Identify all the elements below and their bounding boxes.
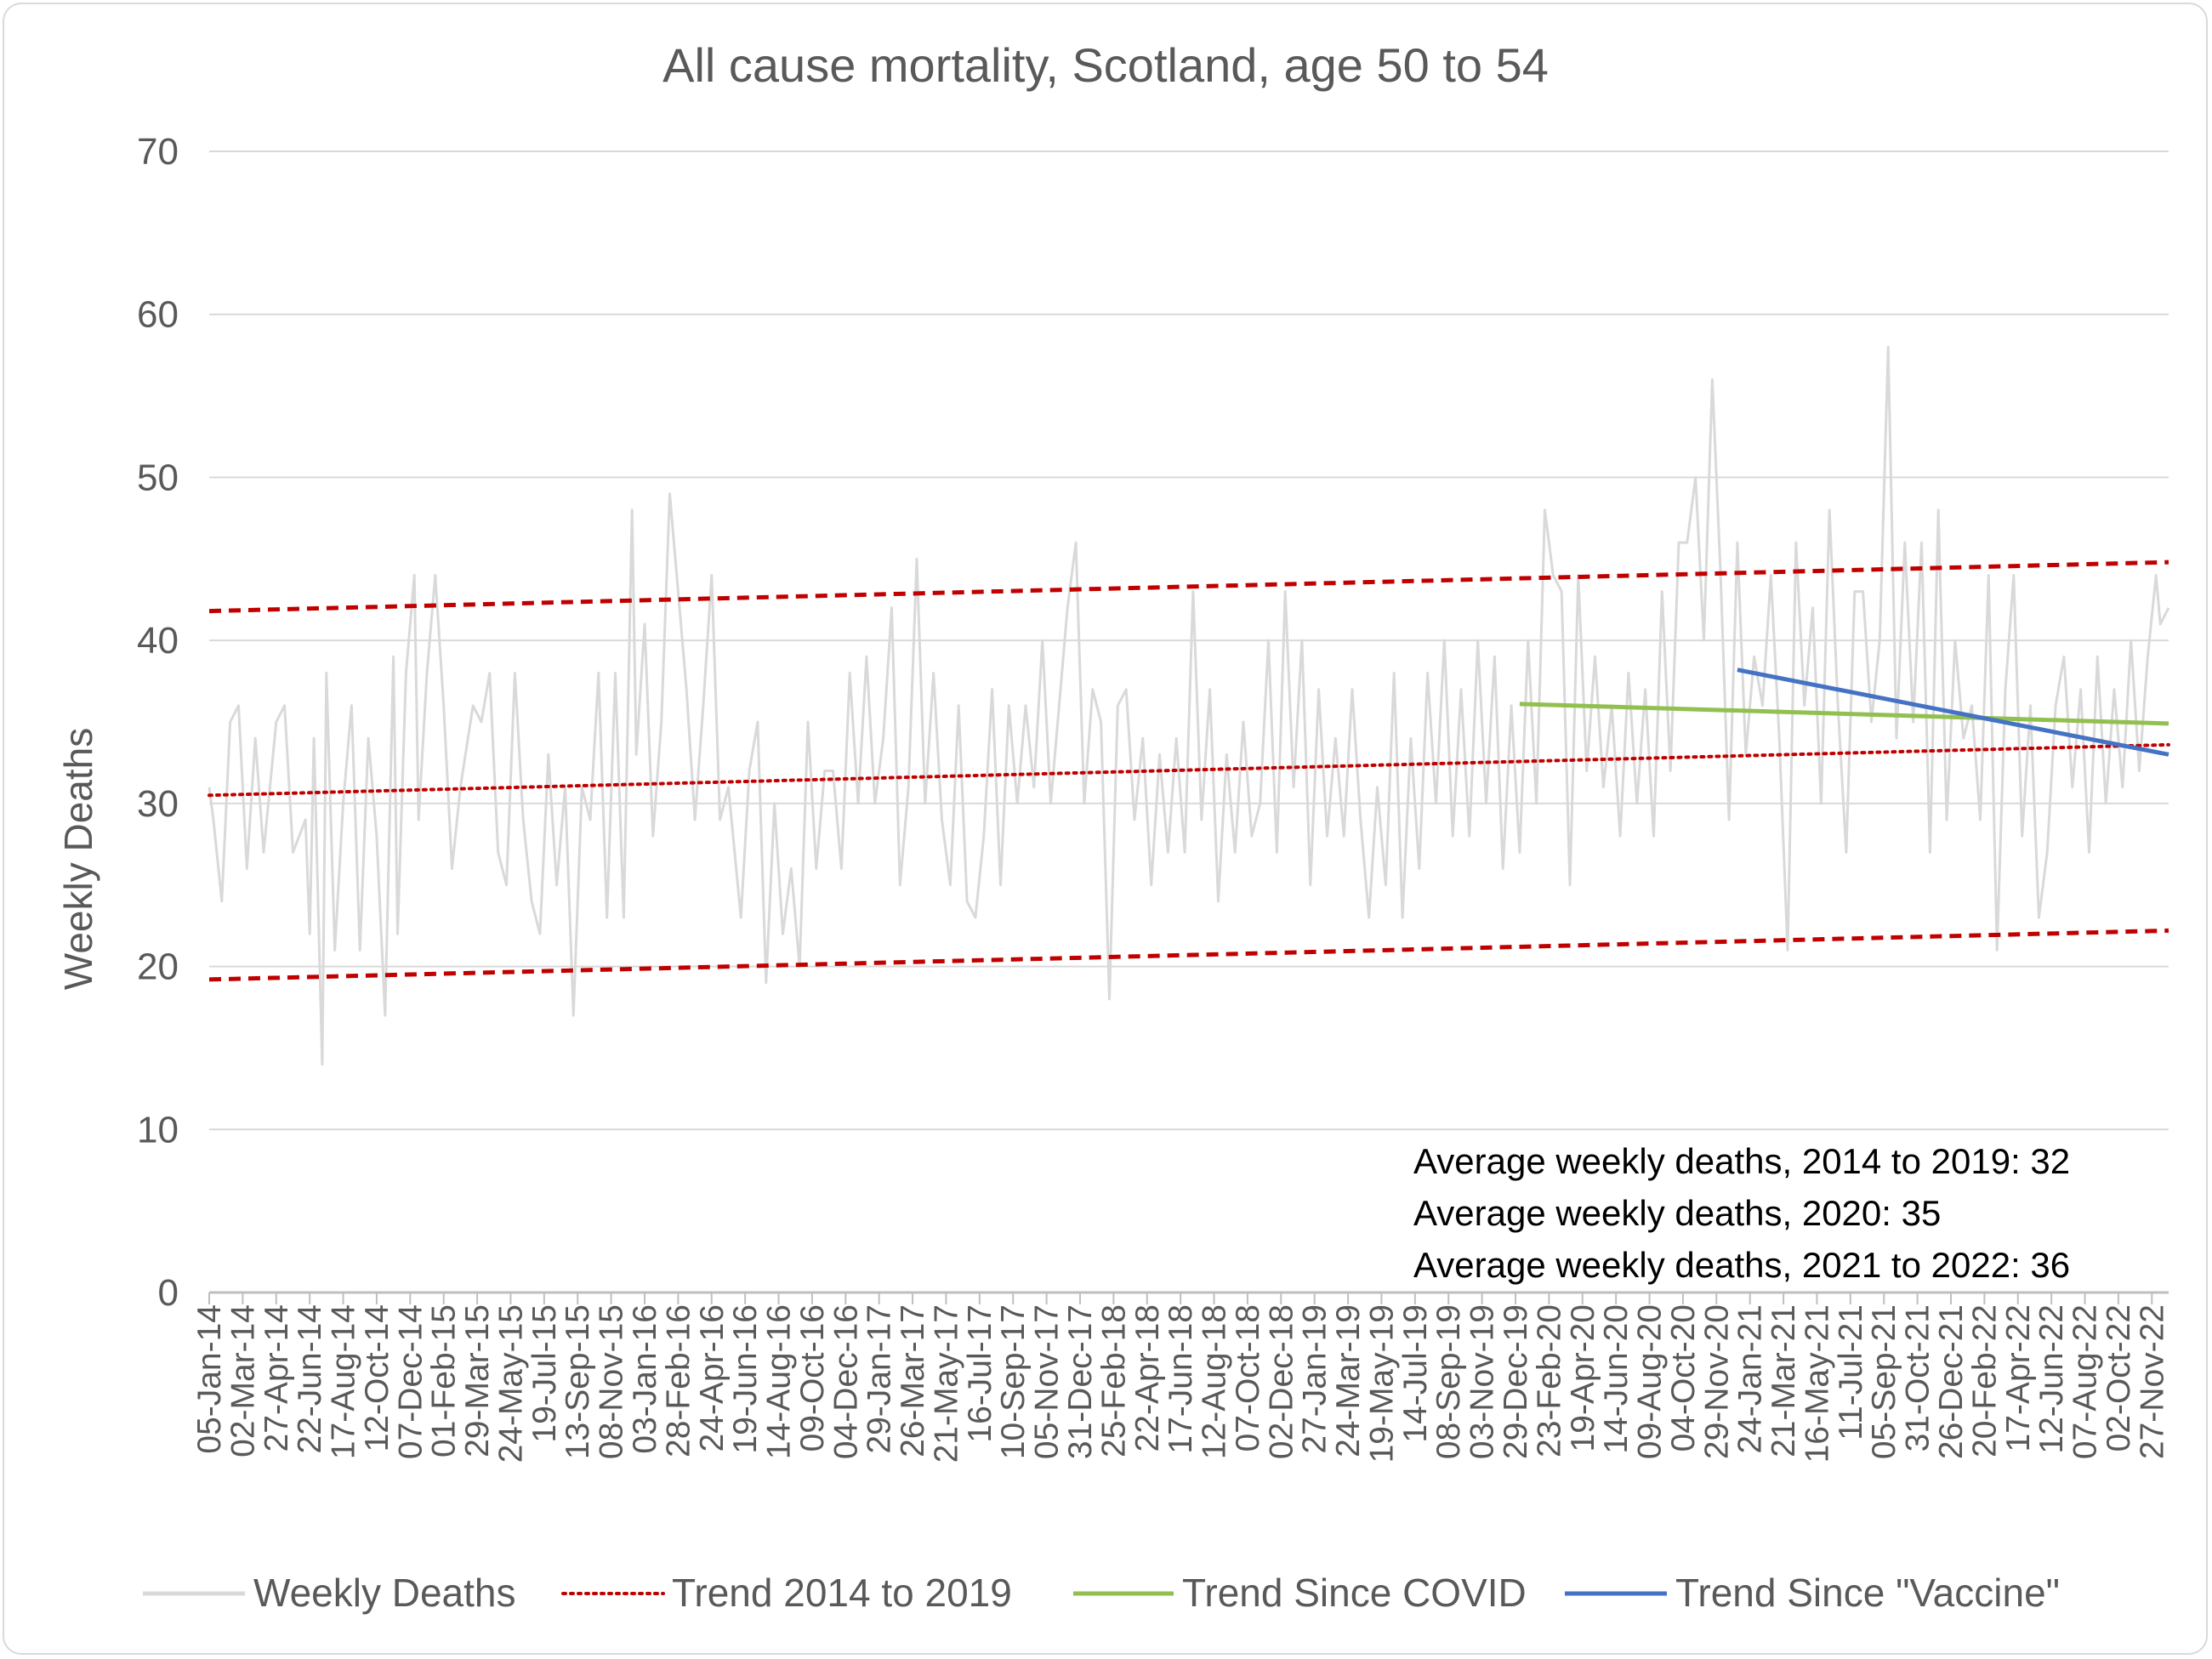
x-tick-label: 19-Jul-15: [526, 1304, 563, 1443]
x-tick-label: 05-Sep-21: [1866, 1304, 1902, 1459]
x-tick-label: 19-Apr-20: [1565, 1304, 1601, 1452]
annotation-text: Average weekly deaths, 2014 to 2019: 32: [1413, 1141, 2070, 1181]
x-tick-label: 27-Jan-19: [1297, 1304, 1333, 1454]
x-tick-label: 17-Apr-22: [2000, 1304, 2037, 1452]
x-tick-label: 17-Jun-18: [1163, 1304, 1199, 1454]
y-tick-label: 60: [137, 294, 179, 336]
y-axis-label: Weekly Deaths: [56, 728, 100, 991]
x-tick-label: 22-Apr-18: [1129, 1304, 1166, 1452]
x-tick-label: 14-Jul-19: [1397, 1304, 1434, 1443]
x-tick-label: 29-Nov-20: [1698, 1304, 1735, 1459]
x-tick-label: 16-Jul-17: [962, 1304, 998, 1443]
x-tick-label: 28-Feb-16: [660, 1304, 697, 1457]
lower-band-line: [208, 928, 2169, 982]
x-tick-label: 08-Sep-19: [1430, 1304, 1467, 1459]
x-tick-label: 12-Jun-22: [2033, 1304, 2070, 1454]
trend-since-vaccine-line: [1737, 668, 2169, 757]
x-tick-label: 26-Dec-21: [1933, 1304, 1970, 1459]
x-tick-label: 25-Feb-18: [1095, 1304, 1132, 1457]
x-tick-label: 29-Jan-17: [861, 1304, 898, 1454]
x-tick-label: 11-Jul-21: [1833, 1304, 1869, 1440]
annotation-text: Average weekly deaths, 2021 to 2022: 36: [1413, 1245, 2070, 1285]
legend-trend-since-covid-label: Trend Since COVID: [1182, 1571, 1527, 1615]
x-tick-label: 14-Aug-16: [761, 1304, 798, 1459]
x-tick-label: 03-Nov-19: [1464, 1304, 1501, 1459]
x-tick-label: 01-Feb-15: [426, 1304, 463, 1457]
x-tick-label: 23-Feb-20: [1531, 1304, 1567, 1457]
x-tick-label: 10-Sep-17: [995, 1304, 1032, 1459]
x-tick-label: 27-Apr-14: [259, 1304, 295, 1452]
y-tick-label: 20: [137, 946, 179, 988]
y-tick-labels: 0 10 20 30 40 50 60 70: [137, 131, 179, 1314]
x-tick-label: 16-May-21: [1799, 1304, 1835, 1463]
x-tick-label: 31-Oct-21: [1900, 1304, 1936, 1452]
x-tick-label: 22-Jun-14: [292, 1304, 328, 1454]
x-tick-label: 21-Mar-21: [1766, 1304, 1802, 1457]
x-tick-label: 13-Sep-15: [560, 1304, 596, 1459]
y-tick-label: 40: [137, 620, 179, 662]
y-tick-label: 10: [137, 1109, 179, 1151]
x-tick-label: 07-Dec-14: [392, 1304, 429, 1459]
gridlines: [209, 151, 2169, 1294]
upper-band-line: [208, 560, 2169, 614]
x-tick-label: 07-Aug-22: [2067, 1304, 2104, 1459]
x-tick-label: 24-Mar-19: [1330, 1304, 1367, 1457]
annotation-text: Average weekly deaths, 2020: 35: [1413, 1193, 1941, 1233]
x-tick-label: 20-Feb-22: [1966, 1304, 2003, 1457]
x-tick-label: 02-Mar-14: [225, 1304, 261, 1457]
x-tick-label: 12-Aug-18: [1197, 1304, 1233, 1459]
y-tick-label: 70: [137, 131, 179, 173]
legend: Weekly Deaths Trend 2014 to 2019 Trend Sin…: [143, 1571, 2060, 1615]
weekly-deaths-line: [208, 345, 2170, 1066]
legend-weekly-deaths-label: Weekly Deaths: [253, 1571, 516, 1615]
chart-title: All cause mortality, Scotland, age 50 to…: [662, 38, 1549, 92]
annotations: Average weekly deaths, 2014 to 2019: 32 A…: [1413, 1141, 2070, 1285]
x-tick-label: 09-Oct-16: [794, 1304, 831, 1452]
x-tick-label: 24-May-15: [492, 1304, 529, 1463]
x-tick-label: 08-Nov-15: [594, 1304, 630, 1459]
x-tick-label: 09-Aug-20: [1632, 1304, 1669, 1459]
plot-area: [208, 345, 2170, 1066]
x-tick-label: 04-Oct-20: [1665, 1304, 1702, 1452]
trend-2014-2019-line: [208, 742, 2170, 798]
x-tick-label: 26-Mar-17: [895, 1304, 931, 1457]
x-tick-label: 27-Nov-22: [2134, 1304, 2170, 1459]
y-tick-label: 0: [158, 1272, 179, 1314]
x-tick-label: 19-Jun-16: [727, 1304, 764, 1454]
legend-trend-2014-2019-label: Trend 2014 to 2019: [672, 1571, 1012, 1615]
x-tick-label: 24-Jan-21: [1732, 1304, 1769, 1454]
y-tick-label: 50: [137, 457, 179, 498]
x-tick-label: 21-May-17: [928, 1304, 964, 1463]
x-tick-label: 24-Apr-16: [694, 1304, 731, 1452]
x-tick-label: 29-Mar-15: [459, 1304, 496, 1457]
x-tick-label: 02-Dec-18: [1263, 1304, 1299, 1459]
x-tick-label: 31-Dec-17: [1062, 1304, 1099, 1459]
y-tick-label: 30: [137, 783, 179, 825]
x-tick-label: 05-Nov-17: [1029, 1304, 1066, 1459]
x-tick-label: 17-Aug-14: [326, 1304, 362, 1459]
x-tick-label: 05-Jan-14: [191, 1304, 228, 1454]
x-tick-label: 03-Jan-16: [627, 1304, 663, 1454]
x-tick-label: 29-Dec-19: [1498, 1304, 1534, 1459]
x-tick-label: 07-Oct-18: [1230, 1304, 1266, 1452]
x-tick-label: 02-Oct-22: [2101, 1304, 2137, 1452]
trend-since-covid-line: [1519, 702, 2169, 726]
x-tick-label: 19-May-19: [1363, 1304, 1400, 1463]
x-tick-labels: 05-Jan-1402-Mar-1427-Apr-1422-Jun-1417-A…: [191, 1293, 2170, 1463]
x-tick-label: 04-Dec-16: [827, 1304, 864, 1459]
x-tick-label: 14-Jun-20: [1598, 1304, 1635, 1454]
legend-trend-since-vaccine-label: Trend Since "Vaccine": [1675, 1571, 2060, 1615]
x-tick-label: 12-Oct-14: [359, 1304, 395, 1452]
